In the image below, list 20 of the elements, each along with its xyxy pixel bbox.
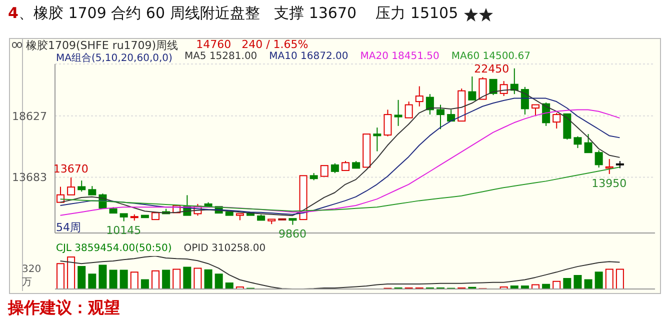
chart-title: 4、橡胶 1709 合约 60 周线附近盘整 支撑 13670 压力 15105 xyxy=(8,4,458,23)
annotation: 13950 xyxy=(592,176,627,190)
y-tick-label: 18627 xyxy=(12,110,47,123)
annotation: 54周 xyxy=(56,220,81,235)
y-tick-label: 13683 xyxy=(12,171,47,184)
annotation: 9860 xyxy=(278,228,306,241)
legend-title: MA组合(5,10,20,60,0,0) xyxy=(56,52,172,65)
text: MA5 15281.00 xyxy=(184,51,258,64)
text: 操作建议：观望 xyxy=(8,298,120,319)
annotation: 13670 xyxy=(53,162,88,176)
text: MA10 16872.00 xyxy=(269,51,348,64)
text: 320万 xyxy=(22,264,42,289)
text: MA20 18451.50 xyxy=(360,51,440,64)
chart-subtitle: 橡胶1709(SHFE ru1709)周线 xyxy=(26,38,178,53)
series-label: OPID 310258.00 xyxy=(184,243,266,254)
text: MA60 14500.67 xyxy=(451,51,530,62)
annotation: 10145 xyxy=(106,224,142,238)
annotation: 22450 xyxy=(474,62,510,76)
series-label: CJL 3859454.00(50:50) xyxy=(56,243,172,254)
text: 14760 240 / 1.65% xyxy=(196,38,308,52)
